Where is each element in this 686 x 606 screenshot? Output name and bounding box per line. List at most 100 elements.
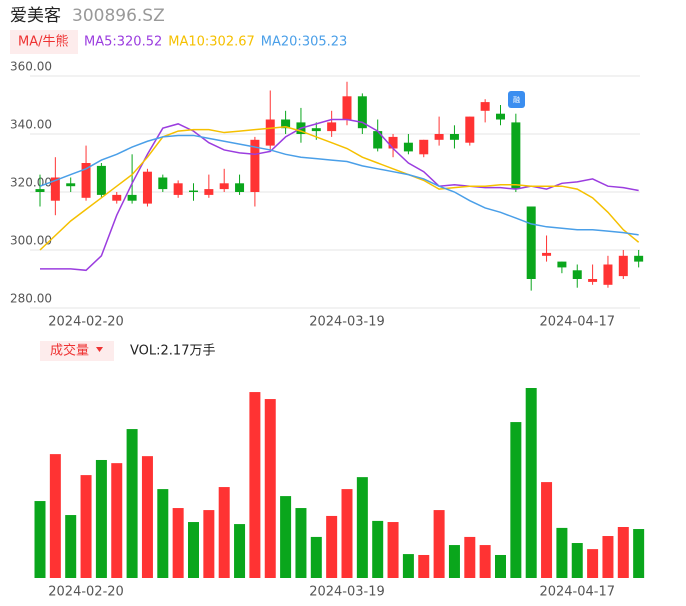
candle-body — [96, 165, 106, 195]
volume-bar — [479, 545, 491, 578]
volume-bar — [172, 508, 184, 578]
volume-bar — [80, 475, 92, 578]
ma-line — [39, 125, 640, 251]
indicator-button-bg[interactable] — [10, 30, 78, 54]
volume-bar — [234, 524, 246, 578]
volume-bar — [633, 529, 645, 578]
y-tick-label: 300.00 — [10, 234, 52, 248]
volume-bar — [402, 554, 414, 578]
volume-label: VOL:2.17万手 — [130, 344, 215, 359]
candle-body — [250, 139, 260, 192]
volume-bar — [157, 489, 169, 578]
volume-bar — [418, 554, 430, 578]
volume-bar — [264, 399, 276, 578]
candle-body — [189, 190, 198, 192]
x-tick-label: 2024-04-17 — [539, 315, 615, 330]
candle-body — [173, 183, 183, 195]
candle-body — [281, 119, 291, 129]
candle-body — [557, 261, 567, 268]
volume-bar — [448, 545, 460, 578]
volume-bar — [326, 515, 338, 578]
volume-selector[interactable]: 成交量 — [50, 343, 89, 359]
candle-body — [327, 122, 337, 132]
stock-name: 爱美客 — [10, 6, 61, 26]
y-tick-label: 360.00 — [10, 60, 52, 74]
volume-bar — [356, 477, 368, 578]
candle-body — [311, 128, 321, 132]
volume-bar — [495, 554, 506, 578]
candle-body — [35, 189, 45, 192]
legend-entry: MA5:320.52 — [84, 35, 162, 50]
candle-body — [403, 142, 413, 152]
volume-bar — [49, 454, 61, 578]
volume-bar — [602, 536, 614, 578]
candle-body — [511, 122, 521, 190]
candle-body — [618, 255, 628, 277]
candle-body — [542, 252, 552, 256]
volume-bar — [587, 549, 599, 578]
volume-bar — [433, 510, 445, 578]
volume-selector-bg[interactable] — [40, 341, 114, 361]
candle-body — [81, 163, 91, 198]
volume-bar — [510, 422, 522, 578]
candle-body — [572, 270, 582, 279]
candle-body — [388, 136, 398, 149]
volume-bar — [95, 459, 107, 578]
candle-body — [342, 96, 352, 120]
candle-body — [496, 113, 505, 120]
candle-body — [112, 194, 122, 201]
volume-bar — [571, 543, 583, 578]
x-tick-label: 2024-02-20 — [48, 585, 124, 600]
candle-body — [434, 134, 444, 140]
candle-body — [603, 264, 613, 285]
candle-body — [526, 206, 536, 279]
volume-bar — [280, 496, 292, 578]
volume-bar — [65, 515, 77, 578]
candle-body — [66, 183, 76, 187]
candle-body — [142, 171, 152, 204]
y-tick-label: 280.00 — [10, 292, 52, 306]
indicator-button[interactable]: MA/牛熊 — [18, 34, 69, 50]
candle-body — [158, 177, 168, 190]
volume-bar — [188, 522, 199, 578]
candle-body — [480, 102, 490, 111]
y-tick-label: 320.00 — [10, 176, 52, 190]
volume-bar — [203, 510, 215, 578]
y-tick-label: 340.00 — [10, 118, 52, 132]
svg-text:融: 融 — [513, 95, 520, 104]
candle-body — [634, 255, 644, 262]
volume-bar — [295, 508, 307, 578]
legend-entry: MA20:305.23 — [261, 35, 348, 50]
x-tick-label: 2024-03-19 — [309, 315, 385, 330]
volume-bar — [387, 522, 399, 578]
volume-bar — [341, 489, 353, 578]
x-tick-label: 2024-04-17 — [539, 585, 615, 600]
candle-body — [50, 177, 60, 201]
legend-entry: MA10:302.67 — [168, 35, 255, 50]
candle-body — [588, 279, 598, 282]
stock-code: 300896.SZ — [72, 6, 165, 26]
candle-body — [265, 119, 275, 146]
volume-bar — [525, 388, 537, 578]
candle-body — [373, 131, 383, 149]
candle-body — [235, 183, 245, 192]
volume-bar — [249, 392, 261, 578]
ma-line — [40, 118, 639, 272]
volume-bar — [617, 527, 629, 578]
dropdown-arrow[interactable] — [96, 347, 103, 352]
event-badge[interactable]: 融 — [508, 91, 525, 108]
candle-body — [357, 96, 367, 129]
volume-bar — [218, 487, 230, 578]
candle-body — [419, 139, 429, 155]
candle-body — [219, 183, 229, 190]
x-tick-label: 2024-02-20 — [48, 315, 124, 330]
candle-body — [465, 116, 475, 143]
volume-bar — [34, 501, 46, 578]
volume-bar — [541, 482, 553, 578]
volume-bar — [126, 429, 138, 578]
candle-body — [127, 194, 137, 201]
volume-bar — [111, 463, 123, 578]
candle-body — [204, 189, 214, 195]
volume-bar — [310, 536, 322, 578]
